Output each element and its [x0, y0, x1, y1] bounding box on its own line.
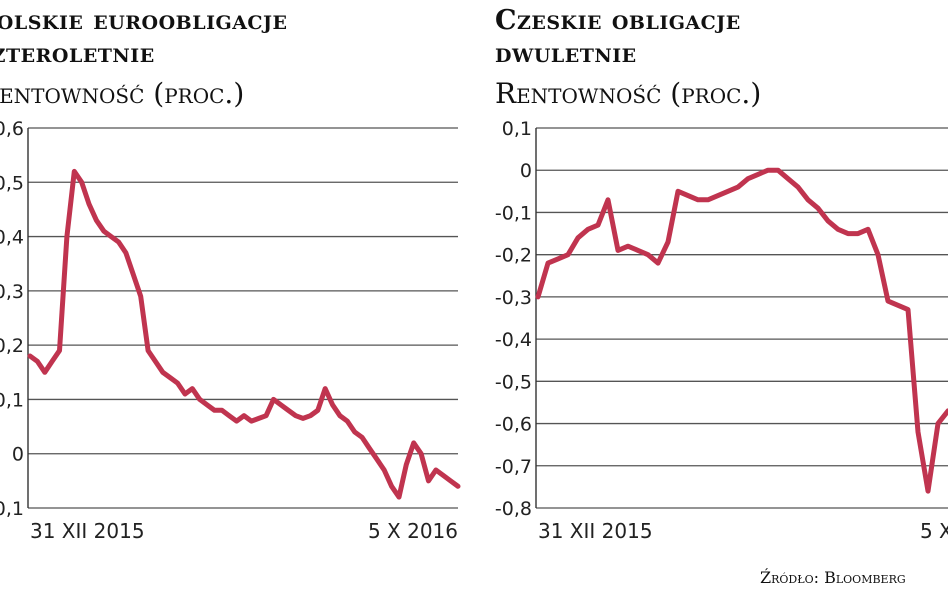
- chart1-title-line2: czteroletnie: [0, 38, 155, 69]
- chart2-subtitle: Rentowność (proc.): [495, 77, 762, 110]
- y-tick-label: 0,4: [0, 227, 24, 249]
- y-tick-label: -0,7: [495, 456, 532, 478]
- chart2-plot: -0,8 -0,7 -0,6 -0,5 -0,4 -0,3 -0,2 -0,1 0 0,1 31 X…: [495, 118, 948, 543]
- y-tick-label: 0,1: [502, 118, 532, 140]
- chart1-plot: -0,1 0 0,1 0,2 0,3 0,4 0,5 0,6 31 XII 2015 5 X 20…: [0, 118, 461, 543]
- y-tick-label: 0,5: [0, 172, 24, 194]
- chart2-title-line1: Czeskie obligacje: [495, 5, 741, 36]
- y-tick-label: -0,2: [495, 245, 532, 267]
- y-tick-label: 0,2: [0, 335, 24, 357]
- y-tick-label: -0,1: [495, 202, 532, 224]
- chart1-title-line1: Polskie euroobligacje: [0, 5, 288, 36]
- y-tick-label: 0: [520, 160, 532, 182]
- y-tick-label: 0,1: [0, 389, 24, 411]
- y-tick-label: -0,6: [495, 414, 532, 436]
- y-tick-label: 0: [12, 444, 24, 466]
- y-tick-label: -0,8: [495, 498, 532, 520]
- y-tick-label: 0,6: [0, 118, 24, 140]
- y-tick-label: 0,3: [0, 281, 24, 303]
- y-tick-label: -0,4: [495, 329, 532, 351]
- chart2-title-line2: dwuletnie: [495, 38, 637, 69]
- series-line: [535, 167, 948, 494]
- y-tick-label: -0,5: [495, 371, 532, 393]
- x-tick-label: 31 XII 2015: [538, 519, 653, 543]
- x-tick-label: 5 X 2016: [368, 519, 458, 543]
- series-line: [27, 168, 461, 500]
- y-tick-label: -0,1: [0, 498, 24, 520]
- source-note: Źródło: Bloomberg: [760, 568, 906, 587]
- y-tick-label: -0,3: [495, 287, 532, 309]
- chart1-subtitle: Rentowność (proc.): [0, 77, 245, 110]
- x-tick-label: 31 XII 2015: [30, 519, 145, 543]
- x-tick-label: 5 X 2016: [920, 519, 948, 543]
